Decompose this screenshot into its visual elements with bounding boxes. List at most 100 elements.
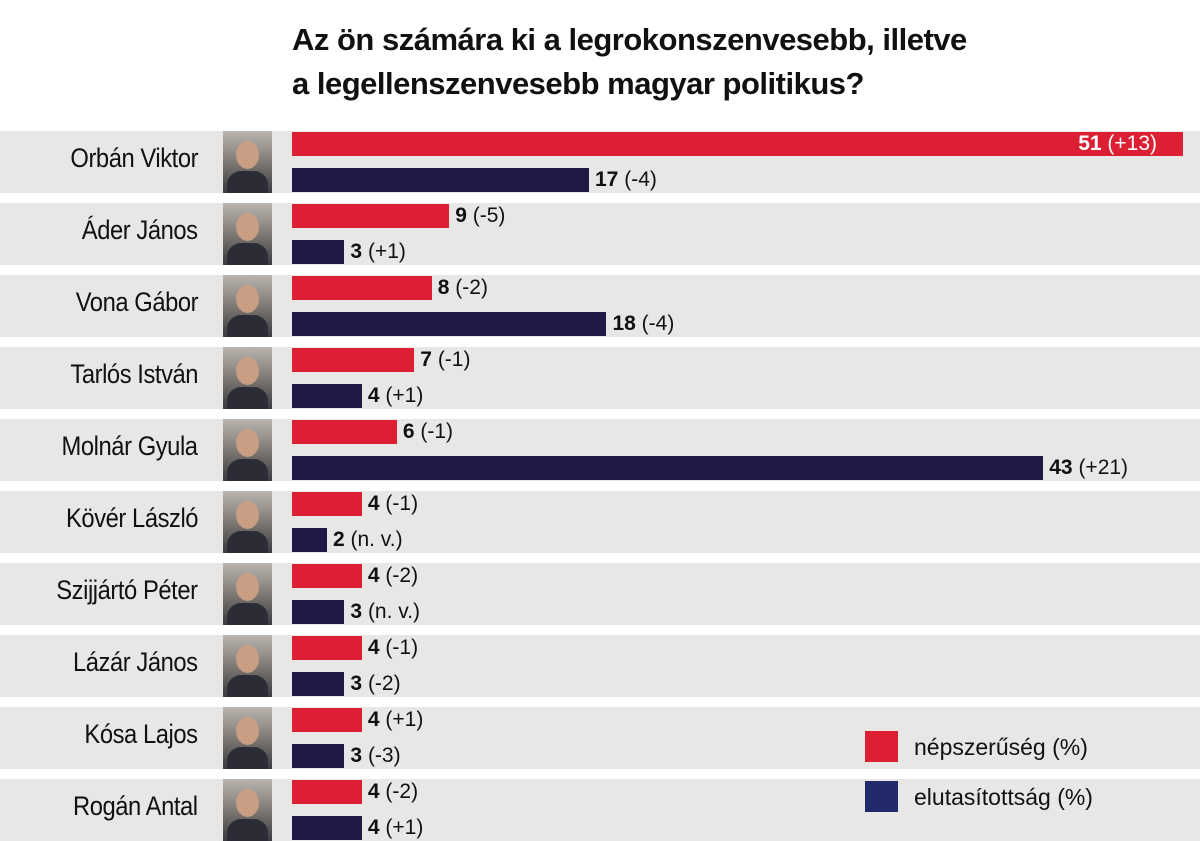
politician-photo — [223, 707, 272, 769]
politician-row: Lázár János 4 (-1) 3 (-2) — [0, 635, 1200, 697]
popularity-bar — [292, 564, 362, 588]
popularity-bar — [292, 348, 415, 372]
change-text: (n. v.) — [350, 528, 403, 551]
change-text: (-3) — [367, 744, 401, 767]
politician-photo — [223, 779, 272, 841]
politician-name: Rogán Antal — [73, 791, 198, 821]
value-text: 4 — [367, 384, 380, 407]
rejection-label: 4 (+1) — [368, 816, 423, 840]
popularity-label: 4 (+1) — [368, 708, 423, 732]
politician-row: Orbán Viktor 51 (+13) 17 (-4) — [0, 131, 1200, 193]
rejection-bar — [292, 528, 327, 552]
legend-label-popularity: népszerűség (%) — [914, 734, 1088, 760]
popularity-bar — [292, 132, 1183, 156]
politician-row: Vona Gábor 8 (-2) 18 (-4) — [0, 275, 1200, 337]
politician-photo — [223, 275, 272, 337]
popularity-label: 6 (-1) — [403, 420, 453, 444]
rejection-bar — [292, 384, 362, 408]
popularity-label: 4 (-2) — [368, 780, 418, 804]
politician-name: Molnár Gyula — [61, 431, 198, 461]
value-text: 8 — [437, 276, 450, 299]
change-text: (+1) — [385, 384, 424, 407]
chart-title: Az ön számára ki a legrokonszenvesebb, i… — [292, 18, 967, 106]
rejection-label: 18 (-4) — [612, 312, 674, 336]
politician-photo — [223, 203, 272, 265]
politician-photo — [223, 635, 272, 697]
rejection-bar — [292, 672, 345, 696]
change-text: (+13) — [1107, 132, 1157, 155]
value-text: 18 — [612, 312, 636, 335]
politician-row: Kövér László 4 (-1) 2 (n. v.) — [0, 491, 1200, 553]
rejection-bar — [292, 816, 362, 840]
politician-name: Áder János — [82, 215, 198, 245]
change-text: (+21) — [1078, 456, 1129, 479]
change-text: (-1) — [437, 348, 471, 371]
rejection-label: 43 (+21) — [1049, 456, 1128, 480]
popularity-label: 9 (-5) — [455, 204, 505, 228]
change-text: (+1) — [385, 708, 424, 731]
value-text: 3 — [350, 240, 363, 263]
politician-photo — [223, 491, 272, 553]
popularity-bar — [292, 420, 397, 444]
popularity-label: 7 (-1) — [420, 348, 470, 372]
change-text: (-1) — [420, 420, 454, 443]
change-text: (-1) — [385, 492, 419, 515]
change-text: (-2) — [455, 276, 488, 299]
popularity-label: 4 (-1) — [368, 636, 418, 660]
value-text: 51 — [1078, 132, 1102, 155]
value-text: 2 — [332, 528, 345, 551]
politician-name: Tarlós István — [70, 359, 198, 389]
popularity-bar — [292, 636, 362, 660]
legend-label-rejection: elutasítottság (%) — [914, 784, 1093, 810]
politician-photo — [223, 419, 272, 481]
legend-swatch-rejection — [865, 781, 898, 812]
title-line-2: a legellenszenvesebb magyar politikus? — [292, 66, 864, 101]
popularity-label: 51 (+13) — [1078, 132, 1157, 156]
value-text: 7 — [420, 348, 432, 371]
rejection-label: 17 (-4) — [595, 168, 657, 192]
popularity-bar — [292, 276, 432, 300]
politician-photo — [223, 563, 272, 625]
value-text: 4 — [367, 564, 380, 587]
politician-row: Szijjártó Péter 4 (-2) 3 (n. v.) — [0, 563, 1200, 625]
politician-row: Rogán Antal 4 (-2) 4 (+1) — [0, 779, 1200, 841]
politician-photo — [223, 347, 272, 409]
value-text: 6 — [402, 420, 415, 443]
politician-name: Orbán Viktor — [70, 143, 198, 173]
popularity-bar — [292, 708, 362, 732]
rejection-label: 3 (+1) — [350, 240, 405, 264]
change-text: (+1) — [367, 240, 406, 263]
popularity-label: 4 (-1) — [368, 492, 418, 516]
politician-name: Vona Gábor — [75, 287, 199, 317]
change-text: (-1) — [385, 636, 419, 659]
value-text: 9 — [455, 204, 467, 227]
rejection-label: 3 (n. v.) — [350, 600, 420, 624]
value-text: 3 — [350, 744, 363, 767]
politician-row: Kósa Lajos 4 (+1) 3 (-3) — [0, 707, 1200, 769]
popularity-label: 4 (-2) — [368, 564, 418, 588]
change-text: (+1) — [385, 816, 424, 839]
change-text: (-4) — [641, 312, 675, 335]
politician-name: Kósa Lajos — [84, 719, 199, 749]
rejection-label: 2 (n. v.) — [333, 528, 403, 552]
change-text: (n. v.) — [367, 600, 421, 623]
popularity-label: 8 (-2) — [438, 276, 488, 300]
value-text: 3 — [350, 600, 363, 623]
politician-name: Kövér László — [65, 503, 199, 533]
popularity-bar — [292, 492, 362, 516]
title-line-1: Az ön számára ki a legrokonszenvesebb, i… — [292, 22, 967, 57]
legend-swatch-popularity — [865, 731, 898, 762]
change-text: (-2) — [385, 780, 419, 803]
value-text: 3 — [350, 672, 363, 695]
politician-name: Szijjártó Péter — [56, 575, 199, 605]
rejection-bar — [292, 600, 345, 624]
rejection-bar — [292, 240, 345, 264]
change-text: (-2) — [367, 672, 401, 695]
value-text: 17 — [595, 168, 619, 191]
rejection-bar — [292, 312, 607, 336]
politician-row: Áder János 9 (-5) 3 (+1) — [0, 203, 1200, 265]
rejection-bar — [292, 744, 345, 768]
value-text: 4 — [367, 492, 380, 515]
value-text: 4 — [367, 708, 380, 731]
rejection-bar — [292, 168, 589, 192]
